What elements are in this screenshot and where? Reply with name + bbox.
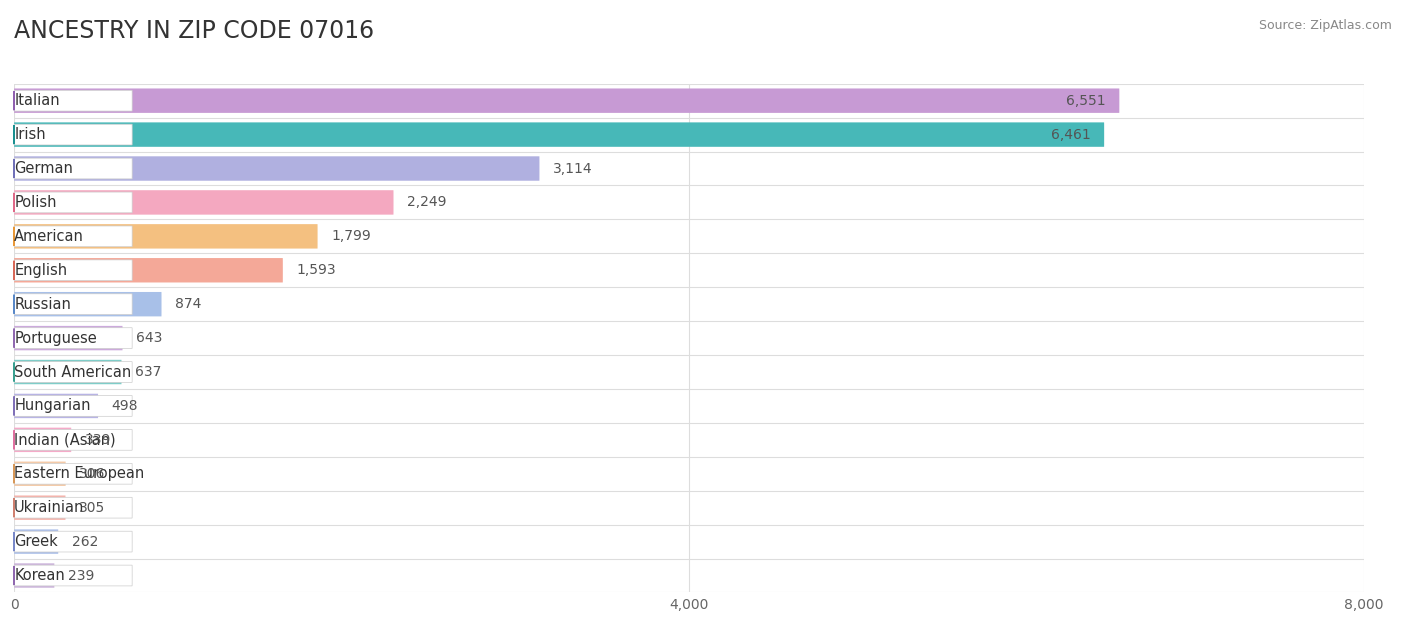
Text: 306: 306 [79, 467, 105, 481]
FancyBboxPatch shape [14, 124, 132, 145]
Text: 1,593: 1,593 [297, 263, 336, 278]
Text: Source: ZipAtlas.com: Source: ZipAtlas.com [1258, 19, 1392, 32]
FancyBboxPatch shape [14, 529, 58, 554]
Text: 1,799: 1,799 [330, 229, 371, 243]
Text: 6,461: 6,461 [1050, 128, 1091, 142]
Text: South American: South American [14, 365, 131, 379]
Text: Italian: Italian [14, 93, 60, 108]
Text: Portuguese: Portuguese [14, 330, 97, 346]
FancyBboxPatch shape [14, 258, 283, 283]
FancyBboxPatch shape [14, 122, 1104, 147]
Text: English: English [14, 263, 67, 278]
Text: 637: 637 [135, 365, 162, 379]
FancyBboxPatch shape [14, 464, 132, 484]
Text: Eastern European: Eastern European [14, 466, 145, 481]
FancyBboxPatch shape [14, 564, 55, 588]
FancyBboxPatch shape [14, 360, 121, 384]
FancyBboxPatch shape [14, 192, 132, 213]
FancyBboxPatch shape [14, 462, 66, 486]
Text: 339: 339 [84, 433, 111, 447]
Text: 6,551: 6,551 [1066, 93, 1107, 108]
FancyBboxPatch shape [14, 531, 132, 552]
FancyBboxPatch shape [14, 428, 72, 452]
FancyBboxPatch shape [14, 88, 1119, 113]
FancyBboxPatch shape [14, 260, 132, 281]
FancyBboxPatch shape [14, 224, 318, 249]
FancyBboxPatch shape [14, 497, 132, 518]
Text: Indian (Asian): Indian (Asian) [14, 432, 115, 448]
FancyBboxPatch shape [14, 430, 132, 450]
FancyBboxPatch shape [14, 393, 98, 418]
Text: Irish: Irish [14, 127, 46, 142]
FancyBboxPatch shape [14, 326, 122, 350]
Text: American: American [14, 229, 84, 244]
FancyBboxPatch shape [14, 226, 132, 247]
Text: Ukrainian: Ukrainian [14, 500, 84, 515]
Text: Russian: Russian [14, 297, 72, 312]
Text: 643: 643 [136, 331, 163, 345]
Text: 305: 305 [79, 500, 105, 515]
Text: 3,114: 3,114 [553, 162, 592, 176]
Text: Korean: Korean [14, 568, 65, 583]
Text: German: German [14, 161, 73, 176]
Text: 2,249: 2,249 [406, 195, 447, 209]
Text: 239: 239 [67, 569, 94, 583]
FancyBboxPatch shape [14, 90, 132, 111]
FancyBboxPatch shape [14, 294, 132, 314]
FancyBboxPatch shape [14, 565, 132, 586]
Text: ANCESTRY IN ZIP CODE 07016: ANCESTRY IN ZIP CODE 07016 [14, 19, 374, 43]
Text: 262: 262 [72, 535, 98, 549]
FancyBboxPatch shape [14, 190, 394, 214]
FancyBboxPatch shape [14, 395, 132, 416]
FancyBboxPatch shape [14, 292, 162, 316]
FancyBboxPatch shape [14, 362, 132, 383]
FancyBboxPatch shape [14, 328, 132, 348]
FancyBboxPatch shape [14, 495, 66, 520]
Text: Polish: Polish [14, 195, 56, 210]
Text: 498: 498 [111, 399, 138, 413]
FancyBboxPatch shape [14, 156, 540, 181]
Text: 874: 874 [174, 297, 201, 311]
FancyBboxPatch shape [14, 158, 132, 179]
Text: Greek: Greek [14, 534, 58, 549]
Text: Hungarian: Hungarian [14, 399, 90, 413]
